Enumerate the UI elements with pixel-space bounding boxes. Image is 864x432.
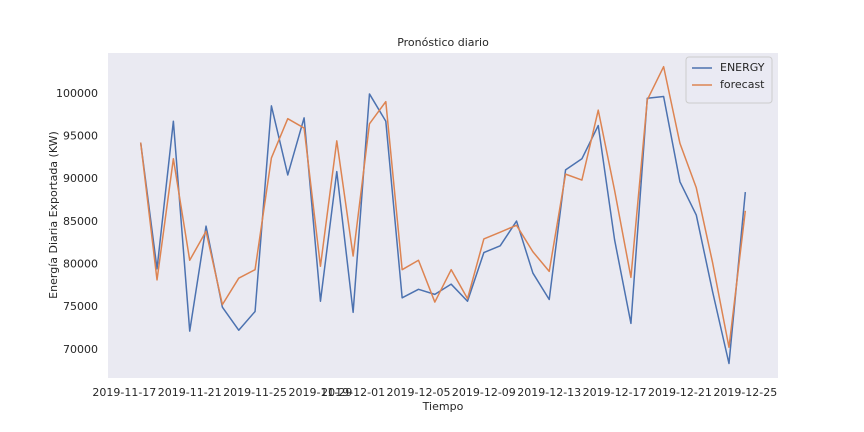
- x-tick-label: 2019-11-21: [158, 386, 222, 399]
- x-tick-label: 2019-11-25: [223, 386, 287, 399]
- x-tick-label: 2019-12-13: [517, 386, 581, 399]
- y-tick-label: 75000: [63, 300, 98, 313]
- y-tick-label: 90000: [63, 172, 98, 185]
- y-tick-label: 80000: [63, 258, 98, 271]
- plot-area: [108, 53, 778, 378]
- x-tick-label: 2019-12-01: [321, 386, 385, 399]
- y-tick-label: 100000: [56, 87, 98, 100]
- y-tick-label: 70000: [63, 343, 98, 356]
- legend-label: forecast: [720, 78, 765, 91]
- x-tick-label: 2019-11-17: [92, 386, 156, 399]
- x-tick-label: 2019-12-25: [713, 386, 777, 399]
- x-tick-label: 2019-12-21: [648, 386, 712, 399]
- x-tick-label: 2019-12-17: [583, 386, 647, 399]
- y-tick-label: 95000: [63, 130, 98, 143]
- legend: ENERGY forecast: [685, 56, 773, 104]
- y-tick-label: 85000: [63, 215, 98, 228]
- legend-label: ENERGY: [720, 61, 765, 74]
- x-tick-label: 2019-12-09: [452, 386, 516, 399]
- y-axis-label: Energía Diaria Exportada (KW): [47, 131, 60, 299]
- chart-title: Pronóstico diario: [397, 36, 489, 49]
- x-axis-label: Tiempo: [422, 400, 464, 413]
- x-tick-label: 2019-12-05: [387, 386, 451, 399]
- x-tick-label: 2019-11-29: [288, 386, 352, 399]
- line-series: [139, 65, 747, 349]
